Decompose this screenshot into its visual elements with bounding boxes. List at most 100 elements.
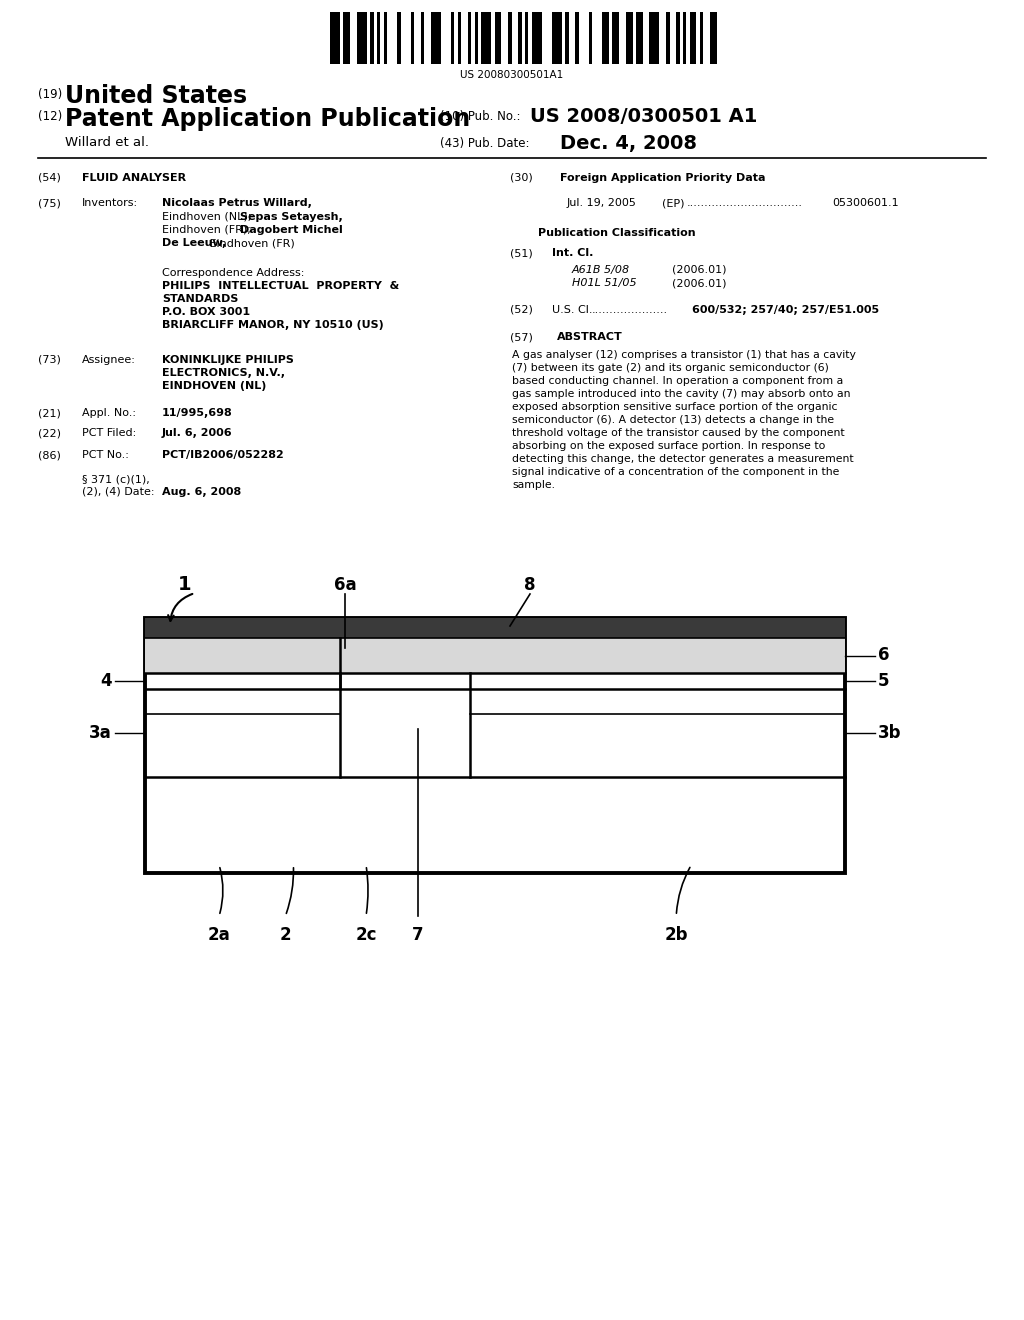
Bar [699, 12, 703, 63]
Text: 2a: 2a [208, 927, 230, 944]
Text: PCT Filed:: PCT Filed: [82, 428, 136, 438]
Text: US 2008/0300501 A1: US 2008/0300501 A1 [530, 107, 758, 125]
Text: EINDHOVEN (NL): EINDHOVEN (NL) [162, 381, 266, 391]
Text: Int. Cl.: Int. Cl. [552, 248, 593, 257]
Text: sample.: sample. [512, 480, 555, 490]
Text: 6a: 6a [334, 576, 356, 594]
Text: threshold voltage of the transistor caused by the component: threshold voltage of the transistor caus… [512, 428, 845, 438]
Text: ELECTRONICS, N.V.,: ELECTRONICS, N.V., [162, 368, 285, 378]
Text: 5: 5 [878, 672, 890, 690]
Text: (30): (30) [510, 173, 532, 183]
Text: 2c: 2c [355, 927, 377, 944]
Bar [525, 12, 528, 63]
Bar [468, 12, 471, 63]
Text: absorbing on the exposed surface portion. In response to: absorbing on the exposed surface portion… [512, 441, 825, 451]
Text: Jul. 6, 2006: Jul. 6, 2006 [162, 428, 232, 438]
Text: (22): (22) [38, 428, 61, 438]
Text: Willard et al.: Willard et al. [65, 136, 150, 149]
Bar [575, 12, 579, 63]
Text: 6: 6 [878, 647, 890, 664]
Text: Inventors:: Inventors: [82, 198, 138, 209]
Bar [565, 12, 568, 63]
Text: signal indicative of a concentration of the component in the: signal indicative of a concentration of … [512, 467, 840, 477]
Text: PHILIPS  INTELLECTUAL  PROPERTY  &: PHILIPS INTELLECTUAL PROPERTY & [162, 281, 399, 290]
Text: Correspondence Address:: Correspondence Address: [162, 268, 304, 279]
Bar [481, 12, 492, 63]
Text: De Leeuw,: De Leeuw, [162, 239, 226, 248]
Text: (21): (21) [38, 408, 60, 418]
Bar [626, 12, 633, 63]
Text: 2b: 2b [665, 927, 688, 944]
Text: Eindhoven (FR): Eindhoven (FR) [206, 239, 295, 248]
Text: FLUID ANALYSER: FLUID ANALYSER [82, 173, 186, 183]
Text: Aug. 6, 2008: Aug. 6, 2008 [162, 487, 242, 498]
Bar [552, 12, 562, 63]
Bar [397, 12, 400, 63]
Text: Eindhoven (NL);: Eindhoven (NL); [162, 211, 255, 222]
Bar [612, 12, 620, 63]
Text: Nicolaas Petrus Willard,: Nicolaas Petrus Willard, [162, 198, 312, 209]
Text: 600/532; 257/40; 257/E51.005: 600/532; 257/40; 257/E51.005 [692, 305, 880, 315]
Text: Sepas Setayesh,: Sepas Setayesh, [240, 211, 342, 222]
Bar [676, 12, 680, 63]
Text: ................................: ................................ [687, 198, 803, 209]
Bar [649, 12, 659, 63]
Text: Jul. 19, 2005: Jul. 19, 2005 [567, 198, 637, 209]
Text: A61B 5/08: A61B 5/08 [572, 265, 630, 275]
Bar [495, 12, 502, 63]
Text: U.S. Cl.: U.S. Cl. [552, 305, 593, 315]
Text: (52): (52) [510, 305, 532, 315]
Text: PCT/IB2006/052282: PCT/IB2006/052282 [162, 450, 284, 459]
Text: (10) Pub. No.:: (10) Pub. No.: [440, 110, 520, 123]
Text: Dagobert Michel: Dagobert Michel [240, 224, 342, 235]
Text: PCT No.:: PCT No.: [82, 450, 129, 459]
Text: Assignee:: Assignee: [82, 355, 136, 366]
Bar [343, 12, 350, 63]
Bar [458, 12, 461, 63]
Text: (7) between its gate (2) and its organic semiconductor (6): (7) between its gate (2) and its organic… [512, 363, 828, 374]
Bar [451, 12, 455, 63]
Text: Eindhoven (FR);: Eindhoven (FR); [162, 224, 254, 235]
Bar [330, 12, 340, 63]
Bar [602, 12, 609, 63]
Text: (2006.01): (2006.01) [672, 265, 726, 275]
Text: 11/995,698: 11/995,698 [162, 408, 232, 418]
Bar [683, 12, 686, 63]
Text: (12): (12) [38, 110, 62, 123]
Text: (19): (19) [38, 88, 62, 102]
Bar [411, 12, 414, 63]
Text: based conducting channel. In operation a component from a: based conducting channel. In operation a… [512, 376, 843, 385]
Bar [690, 12, 696, 63]
Text: Dec. 4, 2008: Dec. 4, 2008 [560, 135, 697, 153]
Bar [667, 12, 670, 63]
Text: 1: 1 [178, 576, 191, 594]
Text: 3b: 3b [878, 723, 901, 742]
Text: (86): (86) [38, 450, 60, 459]
Text: (51): (51) [510, 248, 532, 257]
Bar [431, 12, 441, 63]
Text: (EP): (EP) [662, 198, 684, 209]
Bar [145, 638, 845, 673]
Bar [710, 12, 717, 63]
Text: Foreign Application Priority Data: Foreign Application Priority Data [560, 173, 766, 183]
Bar [508, 12, 512, 63]
Text: Publication Classification: Publication Classification [539, 228, 696, 238]
Text: (54): (54) [38, 173, 60, 183]
Text: 4: 4 [100, 672, 112, 690]
Text: BRIARCLIFF MANOR, NY 10510 (US): BRIARCLIFF MANOR, NY 10510 (US) [162, 319, 384, 330]
Bar [377, 12, 381, 63]
Text: (75): (75) [38, 198, 60, 209]
Bar [357, 12, 367, 63]
Bar [371, 12, 374, 63]
Text: (2006.01): (2006.01) [672, 279, 726, 288]
Text: 05300601.1: 05300601.1 [831, 198, 899, 209]
Text: § 371 (c)(1),: § 371 (c)(1), [82, 474, 150, 484]
Text: semiconductor (6). A detector (13) detects a change in the: semiconductor (6). A detector (13) detec… [512, 414, 835, 425]
Text: exposed absorption sensitive surface portion of the organic: exposed absorption sensitive surface por… [512, 403, 838, 412]
Text: (57): (57) [510, 333, 532, 342]
Bar [384, 12, 387, 63]
Text: gas sample introduced into the cavity (7) may absorb onto an: gas sample introduced into the cavity (7… [512, 389, 851, 399]
Text: A gas analyser (12) comprises a transistor (1) that has a cavity: A gas analyser (12) comprises a transist… [512, 350, 856, 360]
Text: P.O. BOX 3001: P.O. BOX 3001 [162, 308, 250, 317]
Text: (73): (73) [38, 355, 60, 366]
